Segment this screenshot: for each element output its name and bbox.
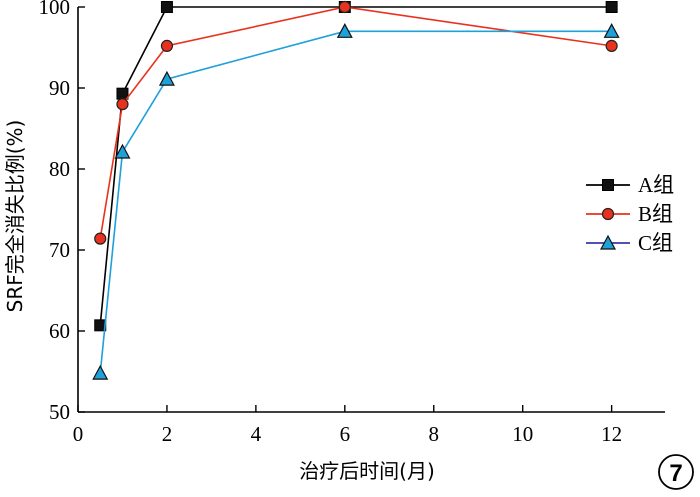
legend: A组 B组 C组 <box>586 173 674 255</box>
y-axis-ticks: 50 60 70 80 90 100 <box>39 0 85 424</box>
x-axis-ticks: 0 2 4 6 8 10 12 <box>73 405 622 446</box>
x-tick-label: 0 <box>73 422 84 446</box>
x-tick-label: 8 <box>429 422 440 446</box>
y-tick-label: 80 <box>49 157 70 181</box>
data-point <box>336 23 353 38</box>
y-tick-label: 100 <box>39 0 71 19</box>
x-tick-label: 2 <box>162 422 173 446</box>
data-point <box>116 98 129 111</box>
legend-item: A组 <box>586 173 674 197</box>
legend-marker <box>599 234 617 250</box>
data-point <box>160 39 174 52</box>
y-tick-label: 70 <box>49 238 70 262</box>
data-point <box>605 1 618 13</box>
legend-marker <box>601 207 615 221</box>
legend-label: B组 <box>638 202 673 226</box>
data-point <box>92 364 109 380</box>
series-line <box>99 6 612 239</box>
x-tick-label: 6 <box>340 422 351 446</box>
figure-number-badge: 7 <box>658 454 694 490</box>
x-tick-label: 12 <box>601 422 622 446</box>
x-axis-title: 治疗后时间(月) <box>299 459 435 483</box>
figure-number: 7 <box>669 460 682 487</box>
data-point <box>603 23 620 38</box>
series-group <box>92 23 620 380</box>
y-tick-label: 60 <box>49 319 70 343</box>
data-point <box>94 232 107 245</box>
data-point <box>116 87 129 100</box>
legend-label: A组 <box>638 173 674 197</box>
y-axis-title: SRF完全消失比例(%) <box>3 120 27 313</box>
legend-item: C组 <box>586 231 673 255</box>
legend-label: C组 <box>638 231 673 255</box>
y-tick-label: 50 <box>49 400 70 424</box>
data-point <box>160 1 173 13</box>
y-tick-label: 90 <box>49 76 70 100</box>
legend-item: B组 <box>586 202 673 226</box>
x-tick-label: 10 <box>512 422 533 446</box>
series-group <box>94 1 618 332</box>
legend-marker <box>602 179 614 191</box>
series-line <box>99 30 612 374</box>
series-group <box>94 0 618 245</box>
series-line <box>99 6 612 326</box>
series-layer <box>92 0 620 380</box>
data-point <box>114 143 131 159</box>
x-tick-label: 4 <box>251 422 262 446</box>
data-point <box>605 39 618 52</box>
data-point <box>158 70 175 86</box>
data-point <box>338 0 351 14</box>
